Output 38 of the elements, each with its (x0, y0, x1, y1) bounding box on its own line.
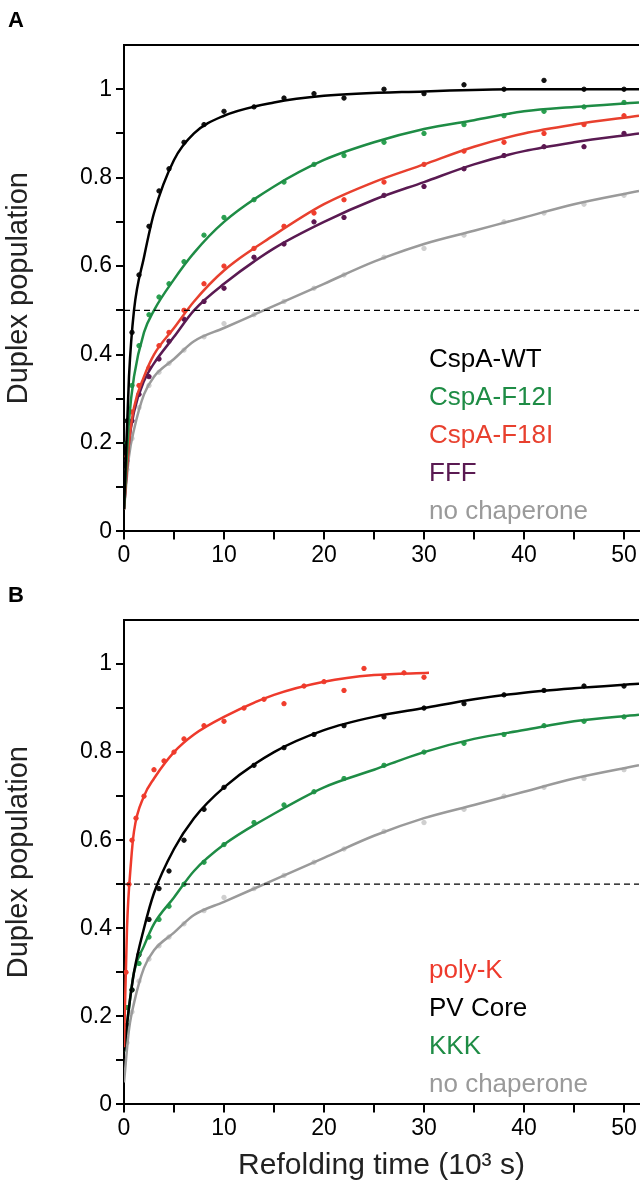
x-tick-label: 10 (211, 1113, 237, 1140)
x-tick-label: 40 (511, 1113, 537, 1140)
y-tick-label: 0.4 (80, 913, 113, 940)
y-axis-title: Duplex population (1, 746, 34, 979)
text: no chaperone (429, 1068, 589, 1099)
x-tick-label: 30 (411, 1113, 437, 1140)
y-axis-title: Duplex population (1, 172, 34, 405)
x-axis-title: Refolding time (10³ s) (238, 1147, 525, 1181)
text: CspA-F12I (429, 381, 554, 412)
text: PV Core (429, 992, 528, 1023)
y-tick-label: 0.6 (80, 251, 112, 278)
x-tick-label: 20 (311, 1113, 337, 1140)
text: poly-K (429, 954, 504, 985)
text: FFF (429, 457, 477, 488)
text: KKK (429, 1030, 482, 1061)
x-tick-label: 30 (411, 540, 437, 567)
y-tick-label: 0 (99, 516, 112, 543)
chart-title: B (8, 582, 24, 608)
x-tick-label: 0 (117, 540, 131, 567)
x-tick-label: 0 (117, 1113, 131, 1140)
y-tick-label: 0.6 (80, 825, 112, 852)
y-tick-label: 0.8 (80, 737, 112, 764)
y-tick-label: 0.2 (80, 428, 112, 455)
x-tick-label: 10 (211, 540, 237, 567)
y-tick-label: 0 (99, 1089, 112, 1116)
x-tick-label: 50 (611, 540, 637, 567)
x-tick-label: 40 (511, 540, 537, 567)
y-tick-label: 1 (99, 74, 112, 101)
y-tick-label: 0.2 (80, 1001, 112, 1028)
chart-title: A (8, 7, 24, 33)
y-tick-label: 1 (99, 649, 112, 676)
y-tick-label: 0.4 (80, 339, 113, 366)
text: CspA-F18I (429, 419, 554, 450)
text: no chaperone (429, 495, 589, 526)
text: CspA-WT (429, 343, 542, 374)
x-tick-label: 20 (311, 540, 337, 567)
y-tick-label: 0.8 (80, 163, 112, 189)
x-tick-label: 50 (611, 1113, 637, 1140)
